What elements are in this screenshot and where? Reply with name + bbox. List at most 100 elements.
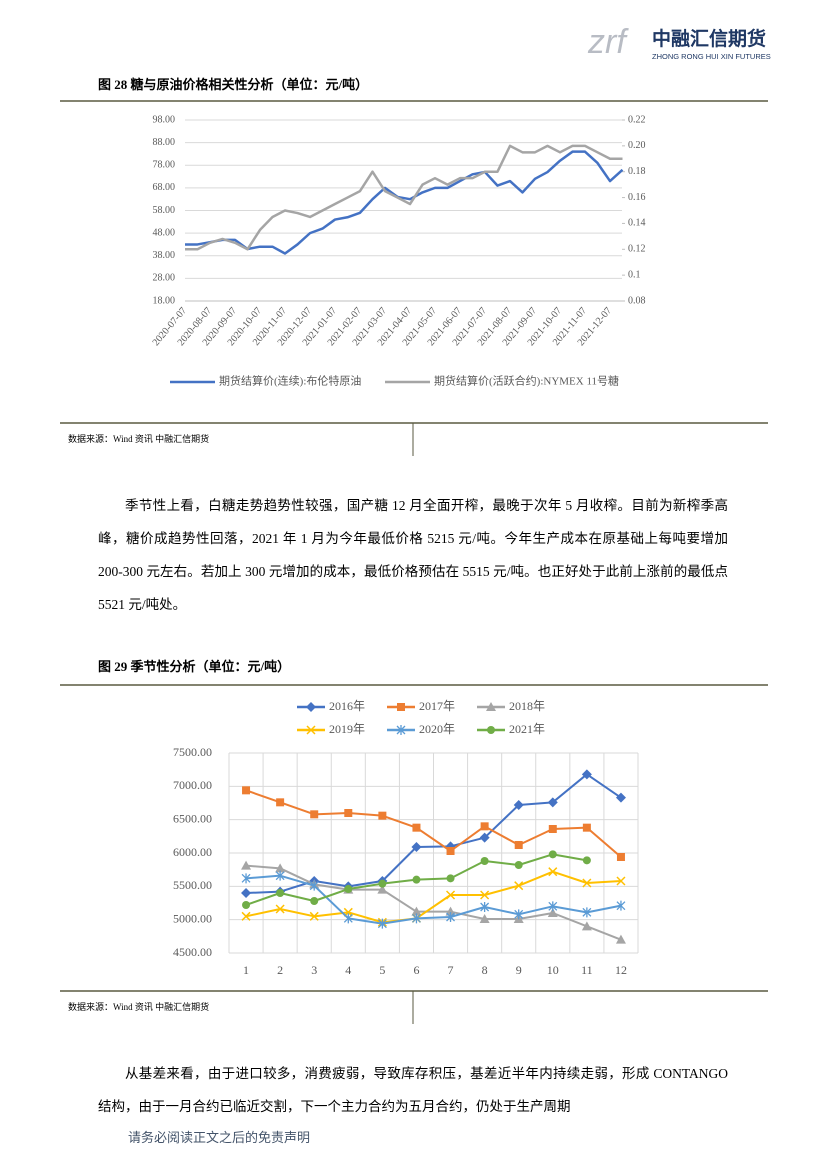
y-tick-label: 7000.00 [173,778,212,792]
legend-label: 2020年 [419,722,455,736]
x-tick-label: 12 [615,963,627,977]
company-name-en: ZHONG RONG HUI XIN FUTURES [652,52,771,61]
legend-label: 期货结算价(连续):布伦特原油 [219,374,361,388]
marker [581,769,592,780]
marker [344,809,353,817]
x-tick-label: 1 [243,963,249,977]
y-tick-label: 6500.00 [173,811,212,825]
marker [616,876,626,886]
marker [241,888,252,898]
paragraph: 季节性上看，白糖走势趋势性较强，国产糖 12 月全面开榨，最晚于次年 5 月收榨… [98,498,728,612]
marker [377,918,387,929]
figure-title: 图 28 糖与原油价格相关性分析（单位：元/吨） [98,77,368,92]
marker [582,856,591,865]
marker [479,832,490,843]
figure-title: 图 29 季节性分析（单位：元/吨） [98,659,290,674]
marker [309,880,319,891]
x-tick-label: 8 [482,963,488,977]
marker [446,890,456,900]
marker [582,907,592,918]
marker [480,890,490,900]
y-tick-label: 28.00 [153,273,176,284]
marker [343,913,353,924]
series-line [245,789,622,858]
marker [241,873,251,884]
legend-marker [486,702,496,711]
paragraph: 从基差来看，由于进口较多，消费疲弱，导致库存积压，基差近半年内持续走弱，形成 C… [98,1066,728,1114]
marker [514,881,524,891]
y-tick-label: 6000.00 [173,845,212,859]
disclaimer: 请务必阅读正文之后的免责声明 [128,1130,310,1145]
logo-mark: zrf [587,23,629,61]
y-tick-label: 98.00 [153,114,176,125]
y-tick-label: 48.00 [153,227,176,238]
marker [275,904,285,914]
legend-marker [306,725,316,735]
source-note: 数据来源：Wind 资讯 中融汇信期货 [68,1001,209,1012]
marker [445,906,456,916]
x-tick-label: 5 [379,963,385,977]
marker [582,878,592,888]
marker [412,875,421,884]
series-line [246,773,622,894]
series-line [245,864,622,941]
marker [480,822,489,831]
marker [412,823,421,832]
marker [446,912,456,922]
marker [514,861,523,869]
y-tick-label: 38.00 [153,250,176,261]
y-tick-label: 4500.00 [173,945,212,959]
marker [615,792,626,803]
y-tick-label: 7500.00 [173,745,212,759]
y-tick-label: 5000.00 [173,911,212,925]
marker [547,908,558,917]
series-line [185,144,623,251]
series-line [245,874,622,925]
x-tick-label: 6 [413,963,419,977]
x-tick-label: 2 [277,963,283,977]
y2-tick-label: 0.14 [628,218,646,229]
x-tick-label: 10 [547,963,559,977]
marker [616,853,625,861]
company-name: 中融汇信期货 [652,27,766,50]
marker [275,863,286,873]
marker [548,850,557,859]
marker [480,857,489,865]
legend-marker [397,703,405,711]
y2-tick-label: 0.08 [628,295,646,306]
marker [275,870,285,881]
marker [411,842,422,852]
x-tick-label: 9 [516,963,522,977]
series-line [245,870,622,924]
legend-label: 2021年 [509,722,545,736]
marker [513,800,524,810]
marker [548,825,557,833]
marker [242,786,251,795]
series-line [185,150,624,255]
marker [276,798,285,807]
legend-marker [306,702,316,712]
y2-tick-label: 0.1 [628,269,641,280]
marker [446,874,455,883]
marker [241,860,252,870]
marker [276,889,285,897]
y2-tick-label: 0.18 [628,166,646,177]
marker [548,901,558,912]
marker [411,913,421,924]
marker [411,906,422,916]
legend-marker [487,726,495,734]
y-tick-label: 5500.00 [173,878,212,892]
marker [446,847,455,855]
marker [547,797,558,808]
marker [378,811,387,820]
legend-label: 期货结算价(活跃合约):NYMEX 11号糖 [434,374,619,388]
legend-label: 2017年 [419,699,455,713]
marker [377,884,388,894]
y2-tick-label: 0.12 [628,244,646,255]
marker [242,901,251,909]
y-tick-label: 58.00 [153,205,176,216]
marker [241,911,251,921]
marker [378,879,387,888]
y-tick-label: 68.00 [153,182,176,193]
